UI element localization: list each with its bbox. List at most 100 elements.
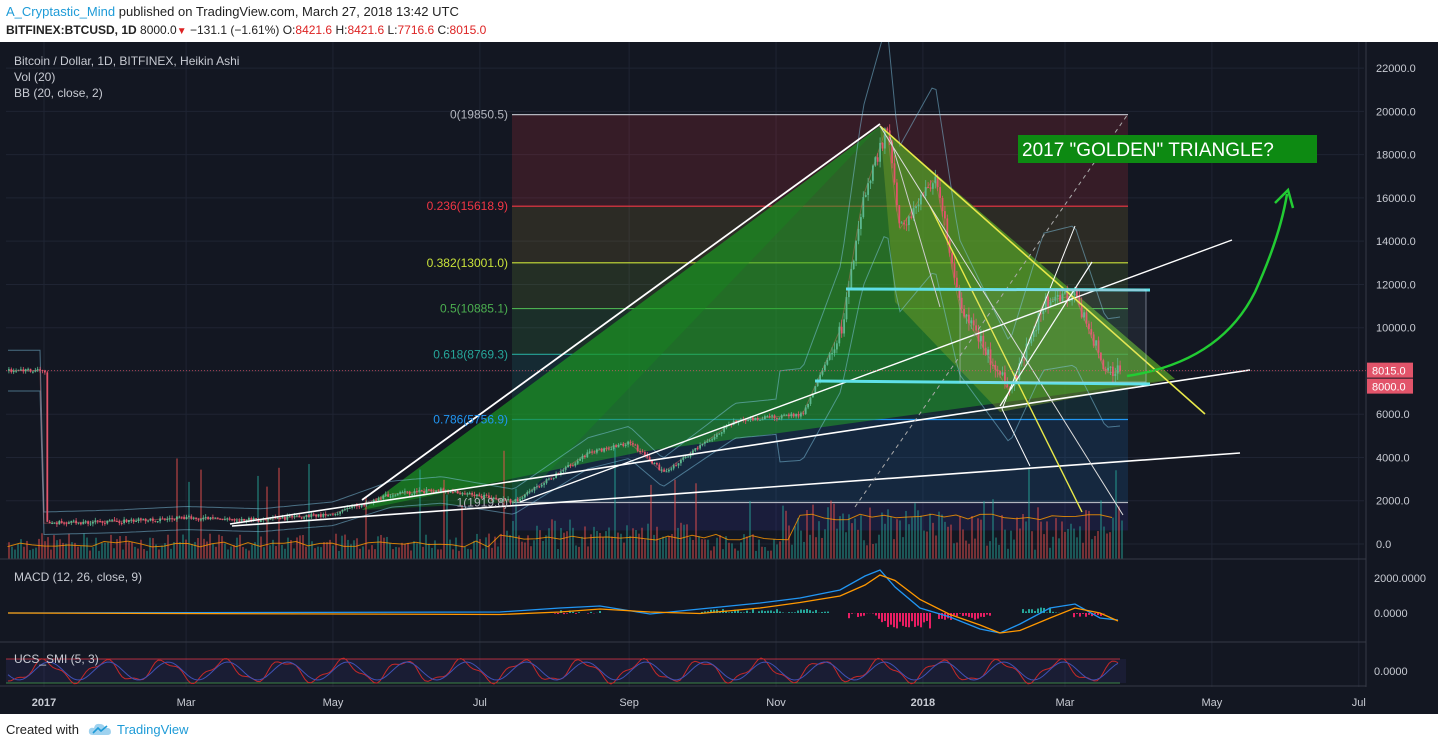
- candle-body: [876, 157, 879, 162]
- candle-body: [372, 499, 375, 503]
- candle-body: [300, 517, 303, 519]
- candle-body: [65, 523, 68, 525]
- candle-body: [756, 417, 759, 420]
- candle-body: [466, 493, 469, 495]
- macd-hist-bar: [1040, 607, 1042, 613]
- candle-body: [56, 522, 58, 525]
- candle-body: [987, 349, 989, 356]
- volume-bar: [506, 530, 508, 559]
- candle-body: [862, 197, 865, 218]
- volume-bar: [149, 537, 151, 559]
- candle-body: [1044, 296, 1047, 310]
- macd-hist-bar: [887, 613, 889, 628]
- volume-bar: [848, 514, 850, 559]
- volume-bar: [827, 507, 829, 559]
- candle-body: [84, 521, 87, 523]
- candle-body: [176, 516, 178, 520]
- volume-bar: [425, 534, 427, 559]
- volume-bar: [284, 548, 286, 559]
- macd-hist-bar: [1022, 609, 1024, 613]
- volume-bar: [1055, 518, 1057, 559]
- candle-body: [536, 486, 538, 488]
- macd-hist-bar: [965, 613, 967, 616]
- volume-bar: [335, 533, 337, 559]
- volume-bar: [353, 540, 355, 559]
- candle-body: [456, 490, 459, 494]
- volume-bar: [446, 494, 448, 559]
- macd-hist-bar: [728, 612, 730, 613]
- trendline-fan-white: [879, 125, 1124, 516]
- volume-bar: [1031, 531, 1033, 559]
- volume-bar: [341, 535, 343, 559]
- volume-bar: [626, 525, 628, 559]
- volume-bar: [806, 509, 808, 559]
- candle-body: [795, 414, 797, 417]
- candle-body: [80, 522, 82, 525]
- macd-hist-bar: [914, 613, 916, 627]
- close-value: 8015.0: [449, 23, 487, 37]
- chart-area[interactable]: 0(19850.5) 0.236(15618.9) 0.382(13001.0) 0.…: [0, 42, 1438, 714]
- volume-bar: [251, 544, 253, 559]
- candle-body: [502, 499, 505, 501]
- candle-body: [382, 495, 385, 499]
- volume-bar: [1049, 547, 1051, 559]
- volume-bar: [1052, 536, 1054, 559]
- volume-bar: [164, 543, 166, 559]
- candle-body: [924, 186, 927, 196]
- volume-bar: [278, 467, 280, 559]
- candle-body: [1018, 363, 1021, 380]
- candle-body: [1040, 313, 1042, 315]
- fib-labels: 0(19850.5) 0.236(15618.9) 0.382(13001.0) 0.…: [427, 108, 508, 510]
- candle-body: [327, 515, 329, 517]
- volume-bar: [152, 538, 154, 559]
- volume-bar: [1061, 521, 1063, 559]
- range-box: [959, 289, 1147, 383]
- candle-body: [634, 444, 637, 446]
- volume-bar: [959, 516, 961, 559]
- volume-bar: [608, 527, 610, 559]
- price-tick-label: 22000.0: [1376, 63, 1416, 75]
- candle-body: [264, 518, 267, 521]
- volume-bar: [914, 503, 916, 559]
- volume-bar: [941, 514, 943, 559]
- candle-body: [874, 157, 877, 166]
- candle-body: [598, 448, 601, 450]
- volume-bar: [713, 546, 715, 559]
- candle-body: [123, 519, 125, 524]
- macd-hist-bar: [761, 610, 763, 613]
- candle-body: [214, 517, 217, 519]
- macd-hist-bar: [917, 613, 919, 626]
- volume-bar: [203, 538, 205, 559]
- candle-body: [497, 498, 500, 501]
- macd-hist-bar: [779, 611, 781, 613]
- volume-bar: [329, 539, 331, 559]
- volume-bar: [434, 540, 436, 559]
- candle-body: [656, 462, 658, 465]
- chart-svg[interactable]: 0(19850.5) 0.236(15618.9) 0.382(13001.0) 0.…: [0, 42, 1438, 714]
- macd-hist-bar: [590, 611, 592, 613]
- candle-body: [797, 414, 800, 417]
- volume-bar: [1016, 517, 1018, 559]
- macd-hist-bar: [746, 610, 748, 613]
- macd-hist-bar: [947, 613, 949, 619]
- volume-bar: [59, 539, 61, 559]
- volume-bar: [491, 547, 493, 559]
- candle-body: [526, 492, 529, 495]
- volume-bar: [719, 535, 721, 559]
- author-link[interactable]: A_Cryptastic_Mind: [6, 4, 116, 19]
- volume-bar: [464, 546, 466, 559]
- tradingview-link[interactable]: TradingView: [117, 722, 189, 737]
- macd-hist-bar: [1091, 613, 1093, 617]
- volume-bar: [275, 546, 277, 559]
- candle-body: [324, 514, 327, 516]
- candle-body: [867, 183, 869, 195]
- smi-band: [6, 659, 1126, 683]
- candle-body: [531, 490, 533, 492]
- candle-body: [413, 490, 416, 494]
- candle-body: [101, 521, 104, 523]
- candle-body: [89, 523, 92, 525]
- macd-hist-bar: [941, 613, 943, 619]
- candle-body: [195, 517, 197, 519]
- candle-body: [552, 477, 555, 479]
- candle-body: [1042, 309, 1045, 315]
